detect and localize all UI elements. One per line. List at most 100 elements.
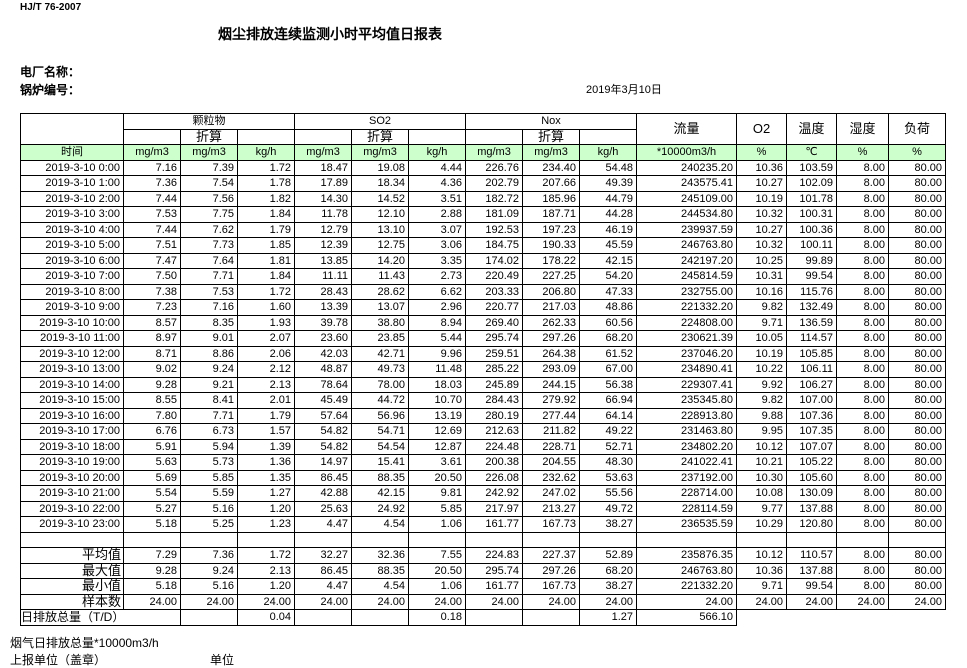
value-cell: 14.97 xyxy=(294,454,352,471)
value-cell: 55.56 xyxy=(579,485,637,502)
value-cell: 10.32 xyxy=(736,206,787,223)
stats-row: 最小值 5.18 5.16 1.20 4.47 4.54 1.06 161.77 167.73 3… xyxy=(20,578,946,595)
data-row: 2019-3-10 16:00 7.80 7.71 1.79 57.64 56.96 13.… xyxy=(20,407,946,424)
standard-code: HJ/T 76-2007 xyxy=(20,2,82,13)
data-row: 2019-3-10 8:00 7.38 7.53 1.72 28.43 28.62 6.62… xyxy=(20,283,946,300)
value-cell: 47.33 xyxy=(579,283,637,300)
value-cell: 1.93 xyxy=(237,314,295,331)
data-row: 2019-3-10 3:00 7.53 7.75 1.84 11.78 12.10 2.88… xyxy=(20,206,946,223)
value-cell: 8.00 xyxy=(836,299,889,316)
value-cell: 105.60 xyxy=(786,469,837,486)
blank-cell xyxy=(294,128,352,145)
value-cell: 1.06 xyxy=(408,516,466,533)
value-cell: 244534.80 xyxy=(636,206,737,223)
time-cell: 2019-3-10 7:00 xyxy=(20,268,124,285)
value-cell: 242197.20 xyxy=(636,252,737,269)
value-cell: 279.92 xyxy=(522,392,580,409)
value-cell: 48.86 xyxy=(579,299,637,316)
value-cell: 80.00 xyxy=(888,159,946,176)
value-cell: 232.62 xyxy=(522,469,580,486)
value-cell: 4.47 xyxy=(294,516,352,533)
value-cell: 2.88 xyxy=(408,206,466,223)
value-cell: 7.23 xyxy=(123,299,181,316)
value-cell: 14.52 xyxy=(351,190,409,207)
value-cell: 1.85 xyxy=(237,237,295,254)
value-cell: 244.15 xyxy=(522,376,580,393)
value-cell: 5.85 xyxy=(408,500,466,517)
data-row: 2019-3-10 20:00 5.69 5.85 1.35 86.45 88.35 20.… xyxy=(20,469,946,486)
value-cell: 245814.59 xyxy=(636,268,737,285)
time-cell: 2019-3-10 5:00 xyxy=(20,237,124,254)
boiler-label: 锅炉编号： xyxy=(20,83,81,97)
value-cell: 15.41 xyxy=(351,454,409,471)
stat-value: 297.26 xyxy=(522,562,580,579)
value-cell: 7.38 xyxy=(123,283,181,300)
value-cell: 4.54 xyxy=(351,516,409,533)
blank-cell xyxy=(123,128,181,145)
value-cell: 10.16 xyxy=(736,283,787,300)
value-cell: 49.39 xyxy=(579,175,637,192)
stat-value: 110.57 xyxy=(786,547,837,564)
value-cell: 9.02 xyxy=(123,361,181,378)
value-cell: 80.00 xyxy=(888,252,946,269)
value-cell: 9.92 xyxy=(736,376,787,393)
value-cell: 1.35 xyxy=(237,469,295,486)
value-cell: 7.50 xyxy=(123,268,181,285)
stat-label: 样本数 xyxy=(20,593,124,610)
value-cell: 10.27 xyxy=(736,175,787,192)
data-row: 2019-3-10 10:00 8.57 8.35 1.93 39.78 38.80 8.9… xyxy=(20,314,946,331)
side-header: 湿度 xyxy=(836,113,889,145)
blank-cell xyxy=(180,609,238,626)
stat-value: 99.54 xyxy=(786,578,837,595)
stat-value: 227.37 xyxy=(522,547,580,564)
value-cell: 5.44 xyxy=(408,330,466,347)
stat-value: 88.35 xyxy=(351,562,409,579)
blank-cell xyxy=(180,531,238,548)
stat-value: 24.00 xyxy=(579,593,637,610)
value-cell: 8.97 xyxy=(123,330,181,347)
stat-value: 86.45 xyxy=(294,562,352,579)
value-cell: 284.43 xyxy=(465,392,523,409)
value-cell: 106.11 xyxy=(786,361,837,378)
data-row: 2019-3-10 13:00 9.02 9.24 2.12 48.87 49.73 11.… xyxy=(20,361,946,378)
value-cell: 49.73 xyxy=(351,361,409,378)
value-cell: 5.63 xyxy=(123,454,181,471)
value-cell: 228913.80 xyxy=(636,407,737,424)
value-cell: 217.97 xyxy=(465,500,523,517)
value-cell: 5.91 xyxy=(123,438,181,455)
value-cell: 78.64 xyxy=(294,376,352,393)
stat-value: 52.89 xyxy=(579,547,637,564)
value-cell: 3.51 xyxy=(408,190,466,207)
value-cell: 5.94 xyxy=(180,438,238,455)
value-cell: 103.59 xyxy=(786,159,837,176)
value-cell: 213.27 xyxy=(522,500,580,517)
blank-cell xyxy=(294,531,352,548)
value-cell: 8.00 xyxy=(836,454,889,471)
value-cell: 80.00 xyxy=(888,485,946,502)
value-cell: 5.85 xyxy=(180,469,238,486)
value-cell: 137.88 xyxy=(786,500,837,517)
stat-value: 7.36 xyxy=(180,547,238,564)
time-cell: 2019-3-10 18:00 xyxy=(20,438,124,455)
value-cell: 130.09 xyxy=(786,485,837,502)
data-row: 2019-3-10 15:00 8.55 8.41 2.01 45.49 44.72 10.… xyxy=(20,392,946,409)
blank-cell xyxy=(237,128,295,145)
stat-value: 38.27 xyxy=(579,578,637,595)
value-cell: 9.82 xyxy=(736,299,787,316)
value-cell: 234.40 xyxy=(522,159,580,176)
stat-value: 9.24 xyxy=(180,562,238,579)
value-cell: 206.80 xyxy=(522,283,580,300)
value-cell: 259.51 xyxy=(465,345,523,362)
stat-label: 最大值 xyxy=(20,562,124,579)
value-cell: 46.19 xyxy=(579,221,637,238)
time-cell: 2019-3-10 6:00 xyxy=(20,252,124,269)
stat-value: 246763.80 xyxy=(636,562,737,579)
value-cell: 10.27 xyxy=(736,221,787,238)
blank-cell xyxy=(408,128,466,145)
blank-cell xyxy=(836,531,889,548)
value-cell: 80.00 xyxy=(888,175,946,192)
stats-row: 样本数 24.00 24.00 24.00 24.00 24.00 24.00 24.00 24… xyxy=(20,593,946,610)
value-cell: 80.00 xyxy=(888,190,946,207)
value-cell: 11.43 xyxy=(351,268,409,285)
data-row: 2019-3-10 12:00 8.71 8.86 2.06 42.03 42.71 9.9… xyxy=(20,345,946,362)
